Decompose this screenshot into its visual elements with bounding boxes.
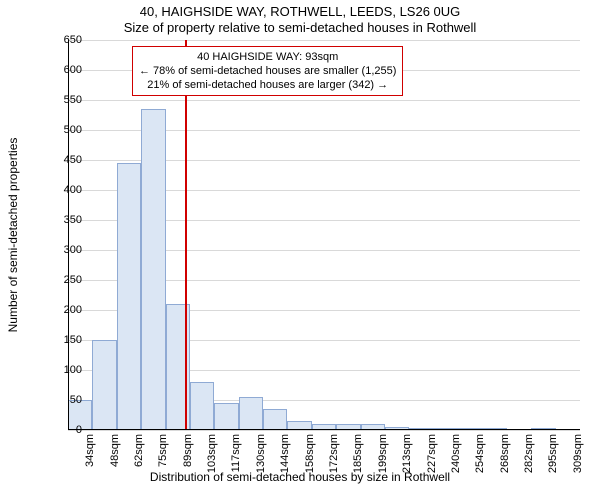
x-tick-label: 130sqm <box>255 434 267 473</box>
y-tick-label: 450 <box>42 155 82 166</box>
histogram-bar <box>239 397 263 430</box>
y-tick-label: 150 <box>42 335 82 346</box>
callout-line1: 40 HAIGHSIDE WAY: 93sqm <box>139 50 396 64</box>
histogram-bar <box>263 409 287 430</box>
x-tick-label: 309sqm <box>572 434 584 473</box>
callout-line3: 21% of semi-detached houses are larger (… <box>139 78 396 92</box>
x-tick-label: 75sqm <box>157 434 169 467</box>
y-tick-label: 0 <box>42 425 82 436</box>
y-tick-label: 200 <box>42 305 82 316</box>
y-tick-label: 100 <box>42 365 82 376</box>
gridline <box>68 40 580 41</box>
x-tick-label: 295sqm <box>547 434 559 473</box>
x-tick-label: 268sqm <box>499 434 511 473</box>
x-tick-label: 172sqm <box>328 434 340 473</box>
reference-line <box>185 40 187 430</box>
y-axis-title: Number of semi-detached properties <box>6 40 20 430</box>
x-tick-label: 117sqm <box>230 434 242 472</box>
x-tick-label: 144sqm <box>279 434 291 473</box>
y-tick-label: 500 <box>42 125 82 136</box>
gridline <box>68 430 580 431</box>
y-tick-label: 250 <box>42 275 82 286</box>
x-tick-label: 213sqm <box>401 434 413 473</box>
x-tick-label: 89sqm <box>182 434 194 467</box>
plot-area <box>68 40 580 430</box>
histogram-bar <box>141 109 165 430</box>
histogram-bar <box>190 382 214 430</box>
y-tick-label: 650 <box>42 35 82 46</box>
x-tick-label: 34sqm <box>84 434 96 467</box>
y-tick-label: 400 <box>42 185 82 196</box>
x-tick-label: 254sqm <box>474 434 486 473</box>
x-tick-label: 48sqm <box>109 434 121 467</box>
x-tick-label: 240sqm <box>450 434 462 473</box>
x-tick-label: 185sqm <box>352 434 364 473</box>
y-tick-label: 550 <box>42 95 82 106</box>
callout-box: 40 HAIGHSIDE WAY: 93sqm ← 78% of semi-de… <box>132 46 403 96</box>
histogram-bar <box>117 163 141 430</box>
x-tick-label: 199sqm <box>377 434 389 473</box>
chart-title-address: 40, HAIGHSIDE WAY, ROTHWELL, LEEDS, LS26… <box>0 4 600 19</box>
x-tick-label: 62sqm <box>133 434 145 467</box>
x-tick-label: 227sqm <box>426 434 438 473</box>
y-tick-label: 50 <box>42 395 82 406</box>
x-tick-label: 103sqm <box>206 434 218 473</box>
y-tick-label: 350 <box>42 215 82 226</box>
x-tick-label: 282sqm <box>523 434 535 473</box>
chart-title-desc: Size of property relative to semi-detach… <box>0 20 600 35</box>
histogram-bar <box>92 340 116 430</box>
gridline <box>68 100 580 101</box>
x-axis-title: Distribution of semi-detached houses by … <box>0 470 600 484</box>
y-tick-label: 600 <box>42 65 82 76</box>
x-axis-line <box>68 429 580 430</box>
callout-line2: ← 78% of semi-detached houses are smalle… <box>139 64 396 78</box>
histogram-bar <box>214 403 238 430</box>
chart-container: 40, HAIGHSIDE WAY, ROTHWELL, LEEDS, LS26… <box>0 0 600 500</box>
x-tick-label: 158sqm <box>304 434 316 473</box>
y-tick-label: 300 <box>42 245 82 256</box>
